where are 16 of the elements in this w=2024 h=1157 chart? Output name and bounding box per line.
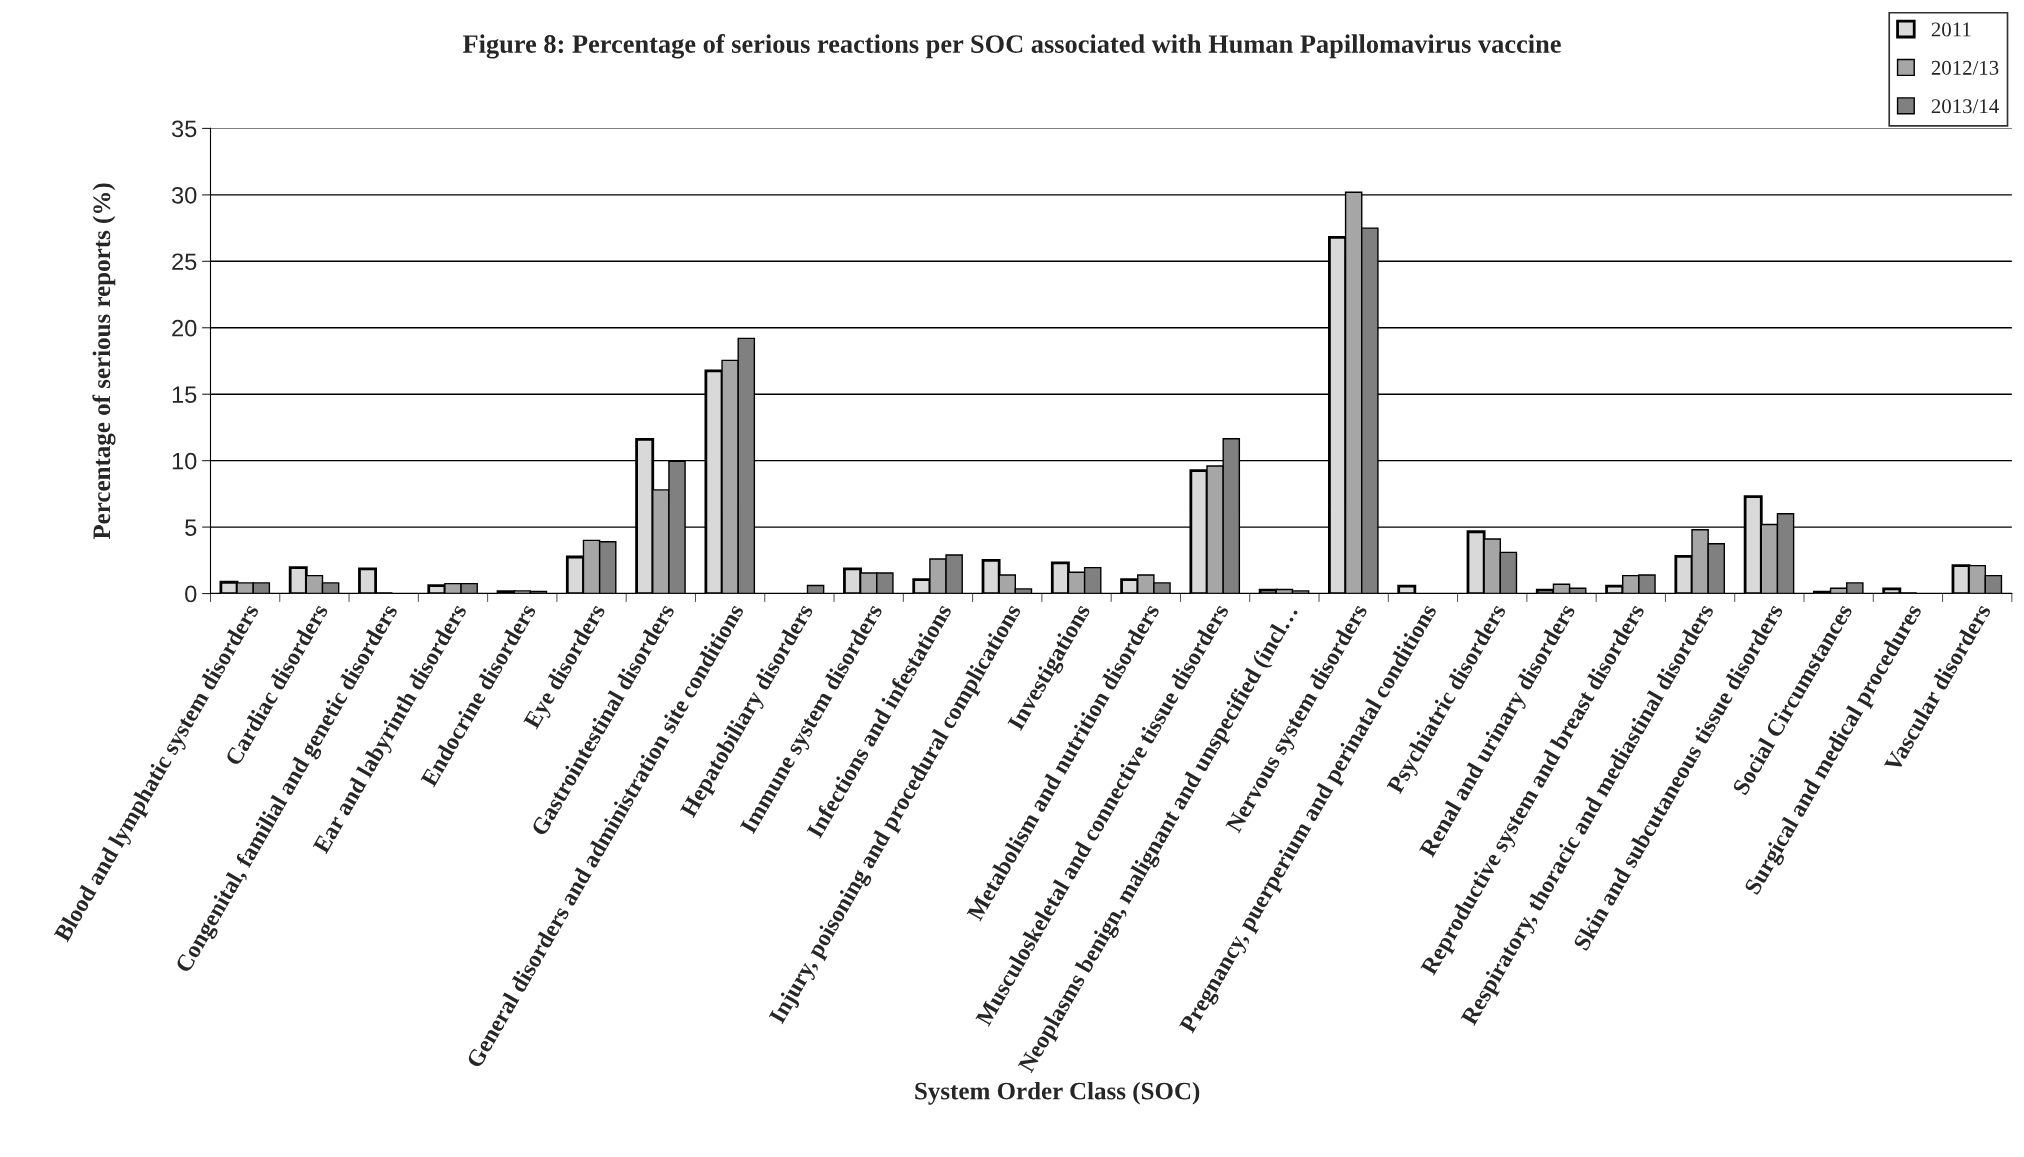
y-tick-label: 35: [171, 120, 197, 138]
y-tick-label: 5: [185, 519, 197, 536]
legend-label: 2013/14: [1931, 99, 1999, 114]
bar: [806, 584, 825, 594]
y-tick-label: 15: [172, 386, 197, 403]
bar: [1397, 584, 1417, 594]
legend-label: 2011: [1931, 22, 1971, 37]
y-tick-label: 0: [185, 585, 197, 603]
y-tick-label: 10: [172, 452, 197, 470]
x-axis-title: System Order Class (SOC): [915, 1081, 1200, 1105]
y-tick-label: 25: [172, 253, 197, 271]
y-tick-label: 30: [171, 186, 197, 204]
y-axis-title: Percentage of serious reports (%): [92, 183, 116, 540]
y-tick-label: 20: [172, 319, 197, 337]
chart-title: Figure 8: Percentage of serious reactions per SOC associated with Human Papillomavirus vaccine: [462, 34, 1561, 59]
legend-label: 2012/13: [1931, 60, 1999, 75]
